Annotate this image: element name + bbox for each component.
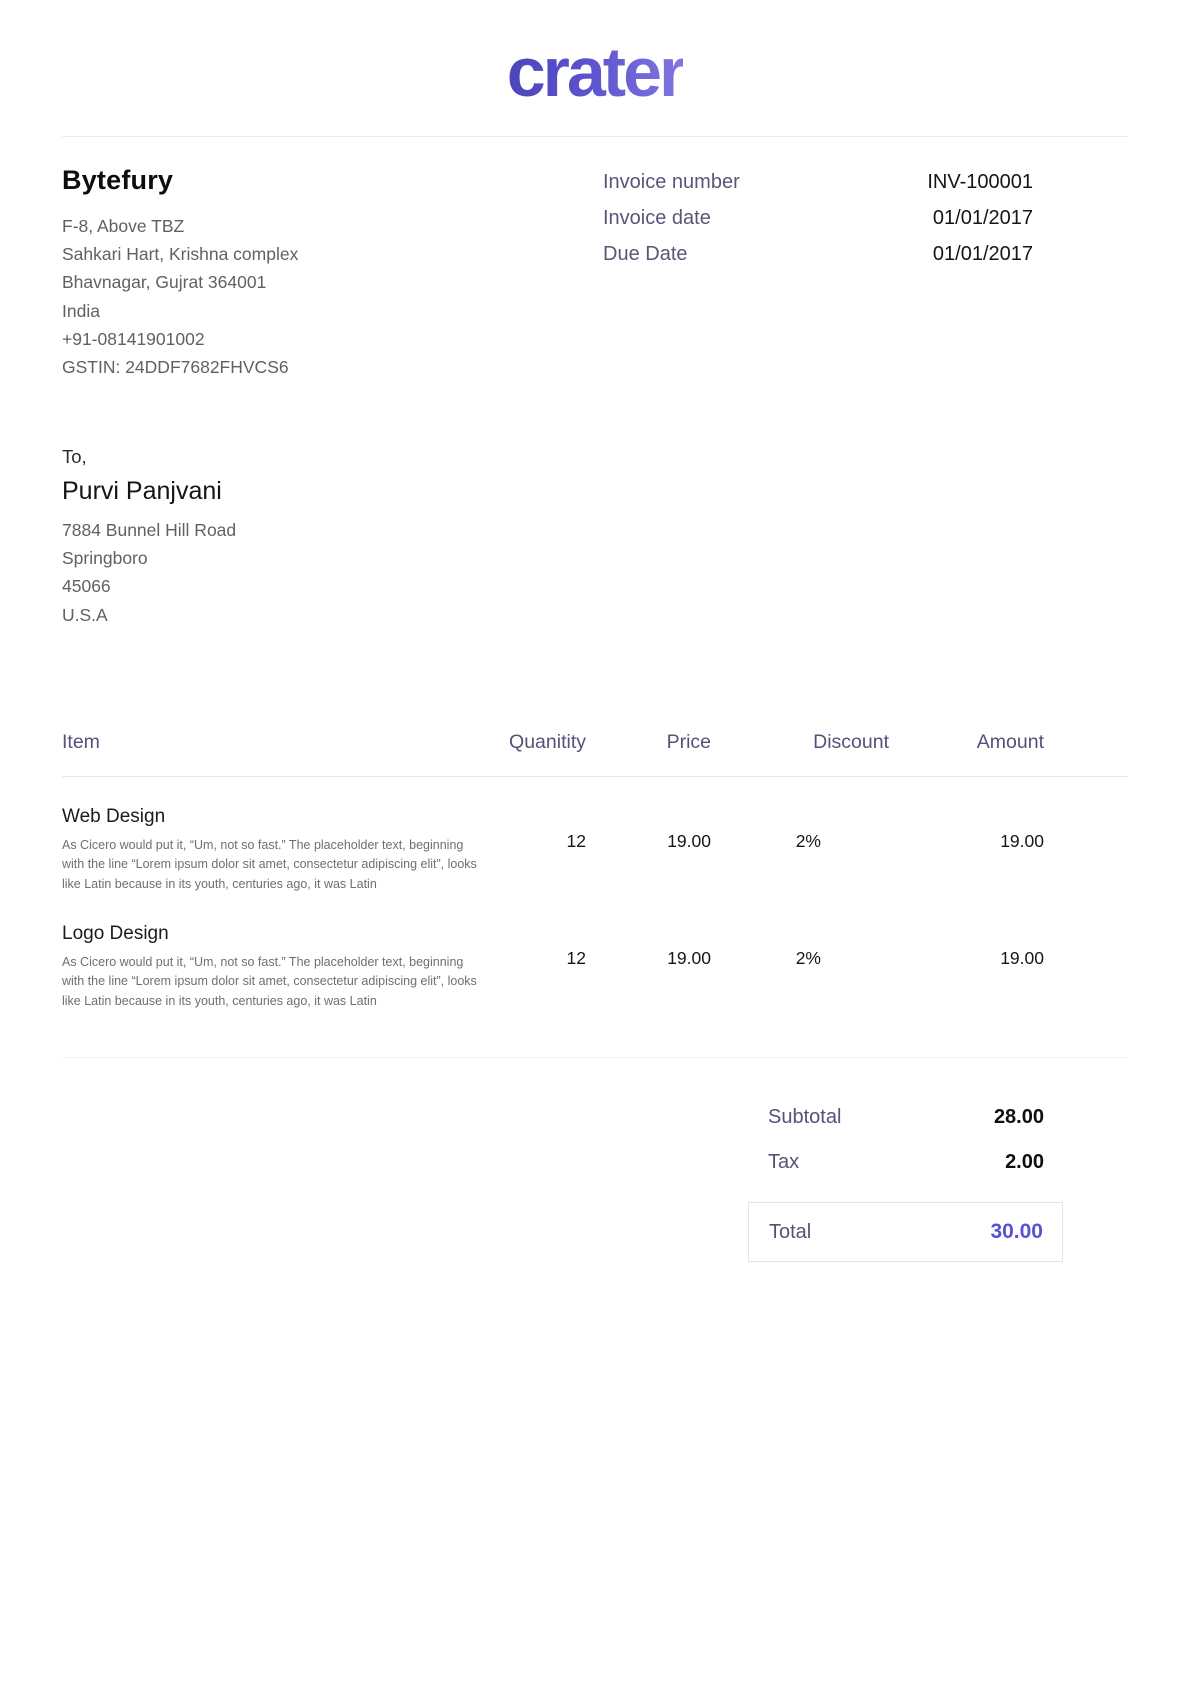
item-price: 19.00 xyxy=(667,948,711,969)
column-header-price: Price xyxy=(666,730,711,753)
item-amount: 19.00 xyxy=(1000,830,1044,851)
due-date-value: 01/01/2017 xyxy=(932,242,1033,265)
company-address-line: Sahkari Hart, Krishna complex xyxy=(62,243,299,264)
items-table: Item Quanitity Price Discount Amount Web… xyxy=(62,731,1128,1059)
customer-name: Purvi Panjvani xyxy=(62,476,222,505)
subtotal-label: Subtotal xyxy=(768,1106,842,1129)
company-gstin: GSTIN: 24DDF7682FHVCS6 xyxy=(62,357,289,378)
tax-row: Tax 2.00 xyxy=(748,1151,1063,1174)
invoice-number-value: INV-100001 xyxy=(927,170,1033,193)
item-description: As Cicero would put it, “Um, not so fast… xyxy=(62,955,477,1008)
due-date-label: Due Date xyxy=(603,242,688,265)
bill-to-section: To, Purvi Panjvani 7884 Bunnel Hill Road… xyxy=(62,446,1128,629)
item-name: Web Design xyxy=(62,805,166,827)
company-block: Bytefury F-8, Above TBZ Sahkari Hart, Kr… xyxy=(62,165,298,382)
subtotal-value: 28.00 xyxy=(993,1106,1044,1129)
customer-address-line: 7884 Bunnel Hill Road xyxy=(62,519,237,540)
subtotal-row: Subtotal 28.00 xyxy=(748,1106,1063,1129)
item-discount: 2% xyxy=(795,830,821,851)
company-phone: +91-08141901002 xyxy=(62,328,205,349)
company-address-line: Bhavnagar, Gujrat 364001 xyxy=(62,272,267,293)
total-value: 30.00 xyxy=(990,1220,1043,1244)
invoice-date-row: Invoice date 01/01/2017 xyxy=(603,207,1033,230)
invoice-meta-block: Invoice number INV-100001 Invoice date 0… xyxy=(603,171,1033,382)
column-header-amount: Amount xyxy=(976,730,1044,753)
items-table-body: Web Design As Cicero would put it, “Um, … xyxy=(62,777,1128,1059)
item-cell: Web Design As Cicero would put it, “Um, … xyxy=(62,806,485,894)
company-name: Bytefury xyxy=(62,164,174,195)
item-quantity: 12 xyxy=(566,948,586,969)
due-date-row: Due Date 01/01/2017 xyxy=(603,243,1033,266)
invoice-number-label: Invoice number xyxy=(603,170,740,193)
company-meta-section: Bytefury F-8, Above TBZ Sahkari Hart, Kr… xyxy=(62,165,1128,382)
invoice-date-value: 01/01/2017 xyxy=(932,206,1033,229)
bill-to-prefix: To, xyxy=(62,445,87,467)
items-table-header: Item Quanitity Price Discount Amount xyxy=(62,731,1128,777)
crater-logo: crater xyxy=(506,33,687,111)
invoice-header: crater xyxy=(62,0,1128,136)
total-label: Total xyxy=(769,1220,812,1243)
customer-address-line: U.S.A xyxy=(62,604,108,625)
grand-total-box: Total 30.00 xyxy=(748,1202,1063,1263)
invoice-date-label: Invoice date xyxy=(603,206,711,229)
tax-label: Tax xyxy=(768,1151,800,1174)
item-cell: Logo Design As Cicero would put it, “Um,… xyxy=(62,923,485,1011)
item-amount: 19.00 xyxy=(1000,948,1044,969)
item-name: Logo Design xyxy=(62,923,169,945)
column-header-quantity: Quanitity xyxy=(509,730,586,753)
item-description: As Cicero would put it, “Um, not so fast… xyxy=(62,837,477,891)
column-header-item: Item xyxy=(62,730,100,753)
column-header-discount: Discount xyxy=(813,730,889,753)
totals-section: Subtotal 28.00 Tax 2.00 Total 30.00 xyxy=(748,1106,1063,1263)
invoice-number-row: Invoice number INV-100001 xyxy=(603,171,1033,194)
item-discount: 2% xyxy=(795,948,821,969)
table-row: Web Design As Cicero would put it, “Um, … xyxy=(62,777,1044,894)
customer-address-line: 45066 xyxy=(62,576,111,597)
tax-value: 2.00 xyxy=(1005,1151,1044,1174)
company-address-line: F-8, Above TBZ xyxy=(62,215,185,236)
table-row: Logo Design As Cicero would put it, “Um,… xyxy=(62,894,1044,1011)
customer-address-line: Springboro xyxy=(62,547,148,568)
header-divider xyxy=(62,135,1128,137)
item-price: 19.00 xyxy=(667,830,711,851)
company-address-line: India xyxy=(62,300,100,321)
item-quantity: 12 xyxy=(566,830,586,851)
